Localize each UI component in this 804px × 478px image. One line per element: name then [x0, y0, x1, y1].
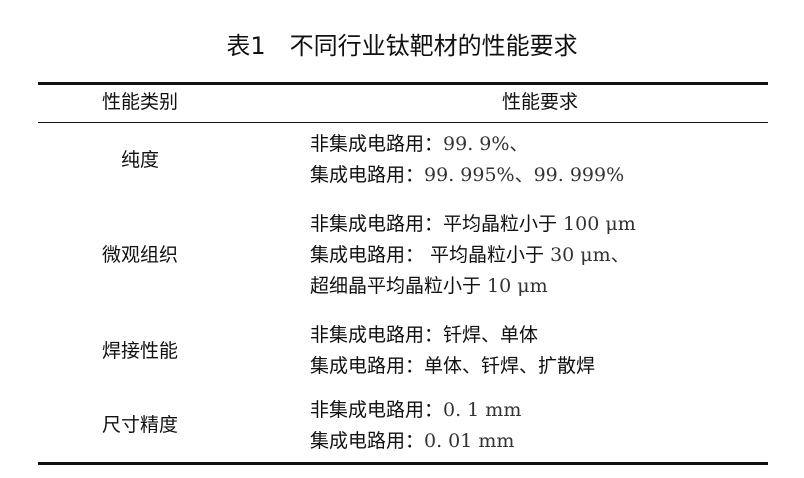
row-req-line: 超细晶平均晶粒小于 10 μm [310, 275, 548, 297]
header-requirement: 性能要求 [501, 91, 578, 113]
row-category: 纯度 [120, 149, 159, 171]
row-req-line: 集成电路用： 平均晶粒小于 30 μm、 [310, 244, 630, 266]
row-category: 微观组织 [101, 244, 178, 266]
row-req-line: 集成电路用：单体、钎焊、扩散焊 [310, 355, 596, 377]
row-category: 尺寸精度 [101, 414, 178, 436]
top-rule [38, 82, 768, 85]
bottom-rule [38, 462, 768, 465]
row-req-line: 集成电路用：99. 995%、99. 999% [310, 164, 625, 186]
header-category: 性能类别 [101, 91, 178, 113]
table-title: 表1 不同行业钛靶材的性能要求 [226, 32, 578, 60]
row-category: 焊接性能 [101, 340, 178, 362]
row-req-line: 集成电路用：0. 01 mm [310, 430, 515, 452]
row-req-line: 非集成电路用：0. 1 mm [310, 399, 522, 421]
row-req-line: 非集成电路用：钎焊、单体 [310, 324, 539, 346]
row-req-line: 非集成电路用：平均晶粒小于 100 μm [310, 213, 636, 235]
header-rule [38, 122, 768, 123]
row-req-line: 非集成电路用：99. 9%、 [310, 133, 529, 155]
